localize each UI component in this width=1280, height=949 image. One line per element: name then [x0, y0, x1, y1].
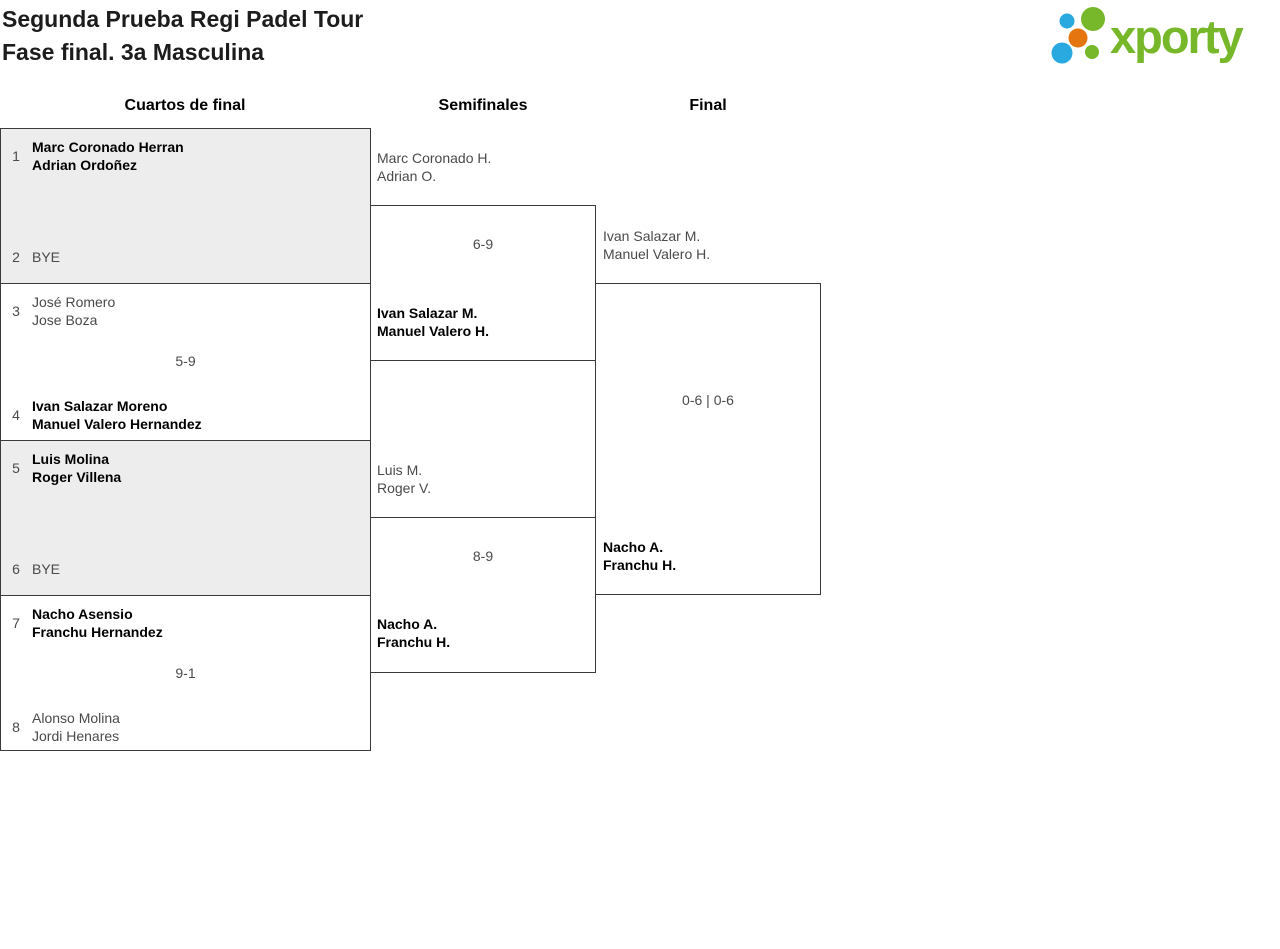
player-name: Roger V.	[377, 480, 431, 496]
team-names: Luis Molina Roger Villena	[32, 450, 121, 486]
xporty-logo[interactable]: xporty	[1046, 4, 1276, 74]
round-header-quarterfinals: Cuartos de final	[124, 97, 246, 114]
page-title: Segunda Prueba Regi Padel Tour Fase fina…	[2, 3, 363, 69]
player-name: Marc Coronado Herran	[32, 139, 184, 155]
round-header-final: Final	[689, 97, 727, 114]
player-name: Manuel Valero H.	[377, 323, 490, 339]
player-name: Ivan Salazar M.	[603, 228, 701, 244]
team-names: Alonso Molina Jordi Henares	[32, 709, 120, 745]
participant-row: 2 BYE	[9, 248, 362, 266]
xporty-logo-text: xporty	[1110, 10, 1244, 63]
player-name: Franchu H.	[377, 634, 451, 650]
player-name: Manuel Valero H.	[603, 246, 711, 262]
semifinal1-team2: Ivan Salazar M. Manuel Valero H.	[377, 304, 489, 340]
player-name: José Romero	[32, 294, 116, 310]
player-name: Ivan Salazar Moreno	[32, 398, 168, 414]
seed-number: 3	[12, 303, 20, 319]
participant-row: 4 Ivan Salazar Moreno Manuel Valero Hern…	[9, 397, 362, 433]
semifinal2-team1: Luis M. Roger V.	[377, 461, 431, 497]
tournament-name: Segunda Prueba Regi Padel Tour	[2, 6, 364, 32]
player-name: Jordi Henares	[32, 728, 120, 744]
seed-number: 6	[12, 561, 20, 577]
player-name: Alonso Molina	[32, 710, 120, 726]
player-name: Adrian Ordoñez	[32, 157, 138, 173]
participant-row: 6 BYE	[9, 560, 362, 578]
seed-number: 7	[12, 615, 20, 631]
team-names: José Romero Jose Boza	[32, 293, 115, 329]
seed-number: 4	[12, 407, 20, 423]
seed-number: 2	[12, 249, 20, 265]
final-team2: Nacho A. Franchu H.	[603, 538, 676, 574]
player-name: Franchu H.	[603, 557, 677, 573]
team-names: BYE	[32, 248, 60, 266]
participant-row: 1 Marc Coronado Herran Adrian Ordoñez	[9, 138, 362, 174]
participant-row: 7 Nacho Asensio Franchu Hernandez	[9, 605, 362, 641]
player-name: Marc Coronado H.	[377, 150, 492, 166]
logo-dot-blue-large	[1051, 42, 1073, 64]
player-name: Adrian O.	[377, 168, 437, 184]
bye-label: BYE	[32, 249, 61, 265]
seed-number: 8	[12, 719, 20, 735]
player-name: Jose Boza	[32, 312, 98, 328]
seed-number: 1	[12, 148, 20, 164]
semifinal1-score: 6-9	[472, 236, 494, 252]
player-name: Luis Molina	[32, 451, 109, 467]
xporty-logo-mark-icon	[1051, 7, 1105, 64]
player-name: Nacho Asensio	[32, 606, 133, 622]
final-match-box	[595, 283, 821, 595]
player-name: Luis M.	[377, 462, 423, 478]
team-names: Nacho Asensio Franchu Hernandez	[32, 605, 163, 641]
quarterfinal-match-2: 3 José Romero Jose Boza 5-9 4 Ivan Salaz…	[0, 283, 371, 441]
team-names: Ivan Salazar Moreno Manuel Valero Hernan…	[32, 397, 202, 433]
match-score: 5-9	[175, 353, 196, 369]
team-names: Marc Coronado Herran Adrian Ordoñez	[32, 138, 184, 174]
semifinal-match-2-box	[370, 517, 596, 673]
participant-row: 5 Luis Molina Roger Villena	[9, 450, 362, 486]
player-name: Ivan Salazar M.	[377, 305, 478, 321]
semifinal1-team1: Marc Coronado H. Adrian O.	[377, 149, 491, 185]
logo-dot-orange	[1068, 28, 1088, 48]
round-header-semifinals: Semifinales	[438, 97, 528, 114]
quarterfinal-match-4: 7 Nacho Asensio Franchu Hernandez 9-1 8 …	[0, 595, 371, 751]
player-name: Manuel Valero Hernandez	[32, 416, 202, 432]
semifinal2-score: 8-9	[472, 548, 494, 564]
player-name: Nacho A.	[603, 539, 664, 555]
final-score: 0-6 | 0-6	[682, 392, 734, 408]
participant-row: 8 Alonso Molina Jordi Henares	[9, 709, 362, 745]
player-name: Nacho A.	[377, 616, 438, 632]
player-name: Roger Villena	[32, 469, 122, 485]
semifinal2-team2: Nacho A. Franchu H.	[377, 615, 450, 651]
logo-dot-green-large	[1081, 7, 1105, 31]
logo-dot-blue-small	[1059, 13, 1075, 29]
quarterfinal-match-1: 1 Marc Coronado Herran Adrian Ordoñez 2 …	[0, 128, 371, 284]
phase-category: Fase final. 3a Masculina	[2, 39, 265, 65]
team-names: BYE	[32, 560, 60, 578]
participant-row: 3 José Romero Jose Boza	[9, 293, 362, 329]
bye-label: BYE	[32, 561, 61, 577]
seed-number: 5	[12, 460, 20, 476]
final-team1: Ivan Salazar M. Manuel Valero H.	[603, 227, 710, 263]
logo-dot-green-small	[1085, 45, 1099, 59]
match-score: 9-1	[175, 665, 196, 681]
player-name: Franchu Hernandez	[32, 624, 163, 640]
quarterfinal-match-3: 5 Luis Molina Roger Villena 6 BYE	[0, 440, 371, 596]
